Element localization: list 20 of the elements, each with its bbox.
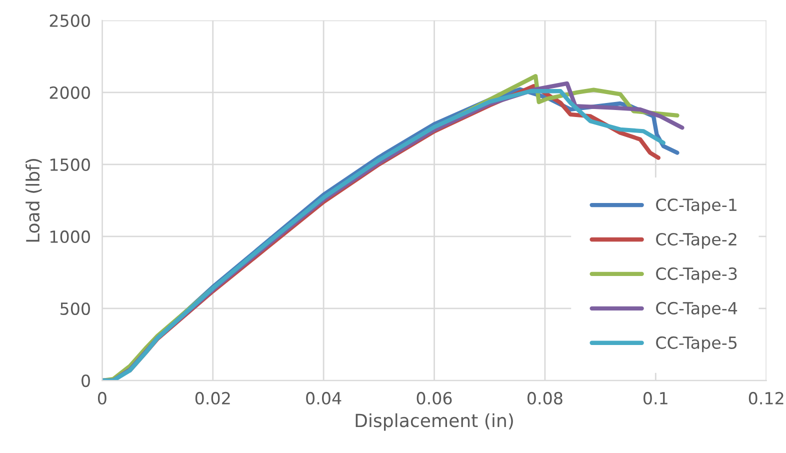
x-tick-label: 0.12 [748,392,784,405]
y-axis-title: Load (lbf) [26,159,42,242]
y-tick-label: 0 [82,374,90,388]
legend-label: CC-Tape-3 [656,267,737,284]
legend-label: CC-Tape-1 [656,198,736,214]
x-tick-label: 0.08 [528,392,562,405]
legend-label: CC-Tape-5 [656,336,737,352]
x-tick-label: 0 [98,392,106,405]
legend-label: CC-Tape-2 [656,232,736,249]
y-tick-label: 2000 [50,86,90,99]
x-tick-label: 0.04 [306,392,342,405]
y-tick-label: 500 [60,302,90,316]
y-tick-label: 1500 [50,158,90,172]
y-tick-label: 1000 [50,230,90,244]
legend-label: CC-Tape-4 [656,302,738,318]
x-tick-label: 0.02 [195,392,230,405]
x-axis-title: Displacement (in) [356,413,513,431]
y-tick-label: 2500 [50,14,90,27]
x-tick-label: 0.06 [416,392,452,405]
x-tick-label: 0.1 [644,392,668,405]
